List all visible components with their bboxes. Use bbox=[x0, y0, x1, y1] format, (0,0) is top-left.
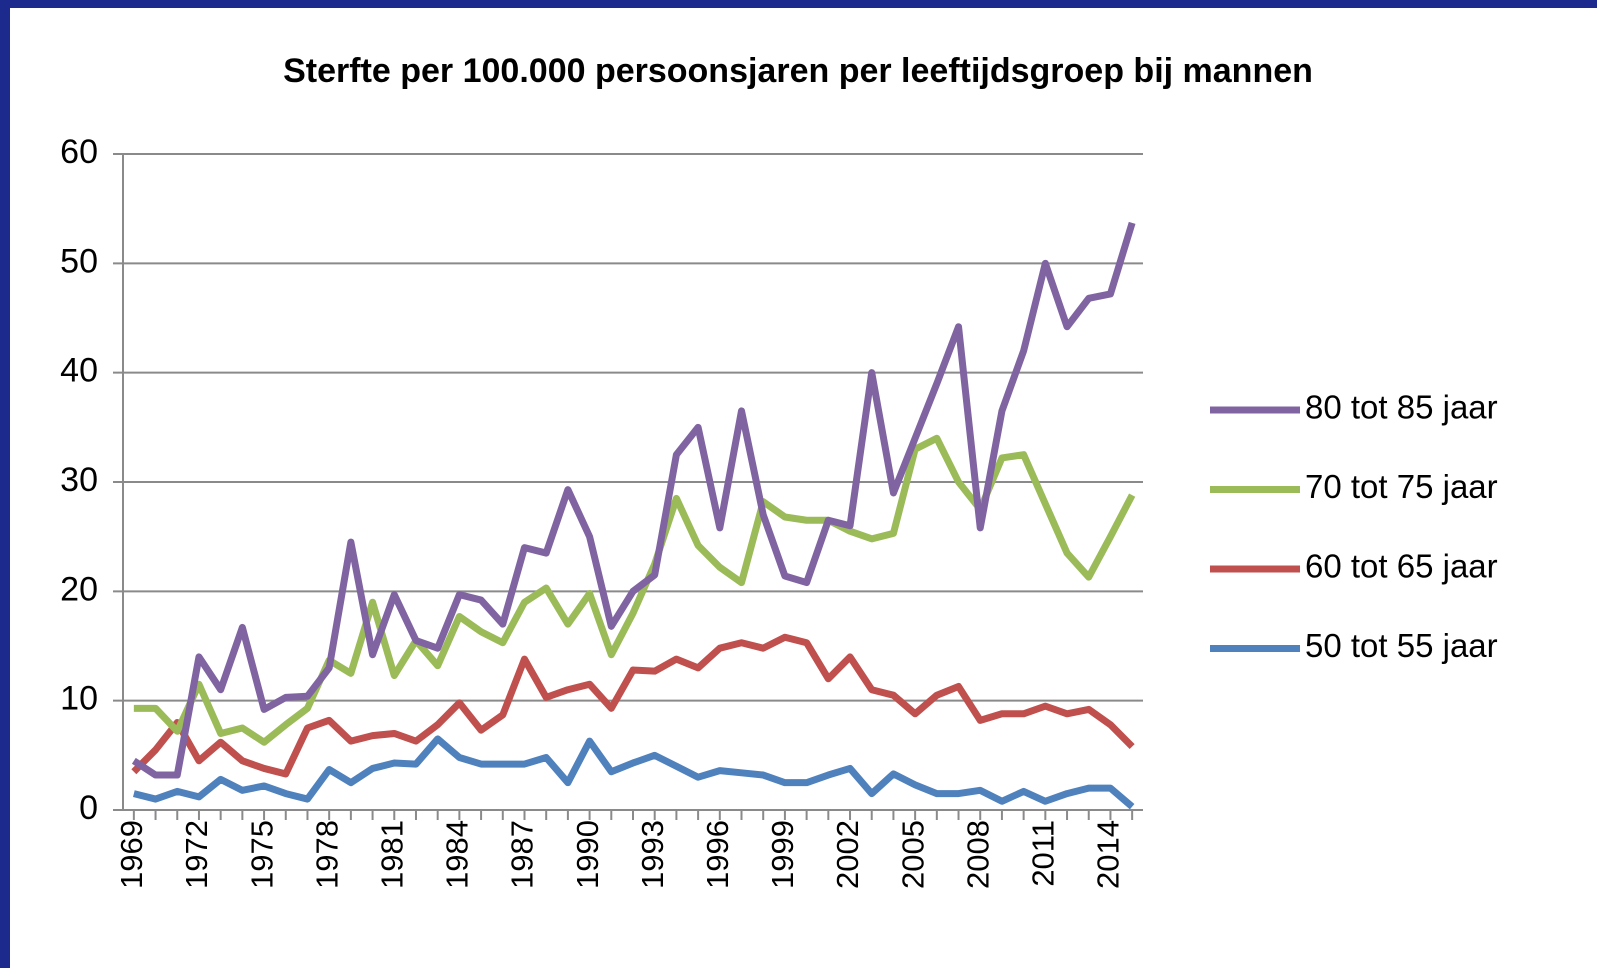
x-tick-label: 1984 bbox=[440, 820, 475, 889]
x-tick-label: 1972 bbox=[179, 820, 214, 889]
y-tick-label: 60 bbox=[60, 133, 98, 171]
x-tick-label: 1969 bbox=[114, 820, 149, 889]
data-line bbox=[131, 633, 1135, 778]
x-tick-label: 2011 bbox=[1026, 820, 1061, 887]
x-tick-label: 2005 bbox=[895, 820, 930, 889]
x-tick-label: 1993 bbox=[635, 820, 670, 889]
x-tick-label: 1996 bbox=[700, 820, 735, 889]
y-tick-label: 30 bbox=[60, 461, 98, 499]
x-tick-label: 1987 bbox=[505, 820, 540, 889]
x-tick-label: 2014 bbox=[1091, 820, 1126, 889]
y-tick-label: 40 bbox=[60, 352, 98, 390]
y-tick-label: 0 bbox=[79, 789, 98, 827]
legend-label: 70 tot 75 jaar bbox=[1305, 468, 1498, 505]
data-line bbox=[131, 221, 1136, 779]
x-tick-label: 1981 bbox=[374, 820, 409, 889]
data-line bbox=[133, 434, 1136, 746]
legend-label: 60 tot 65 jaar bbox=[1305, 548, 1498, 585]
y-tick-label: 50 bbox=[60, 242, 98, 280]
y-tick-label: 10 bbox=[60, 680, 98, 718]
x-tick-label: 1990 bbox=[570, 820, 605, 889]
chart-background bbox=[10, 8, 1597, 968]
x-tick-label: 2002 bbox=[830, 820, 865, 889]
x-tick-label: 1999 bbox=[765, 820, 800, 889]
legend-label: 50 tot 55 jaar bbox=[1305, 627, 1498, 664]
legend-label: 80 tot 85 jaar bbox=[1305, 389, 1498, 426]
y-tick-label: 20 bbox=[60, 570, 98, 608]
data-line bbox=[132, 735, 1135, 810]
x-tick-label: 1978 bbox=[309, 820, 344, 889]
x-tick-label: 1975 bbox=[244, 820, 279, 889]
x-tick-label: 2008 bbox=[960, 820, 995, 889]
chart-title: Sterfte per 100.000 persoonsjaren per le… bbox=[283, 52, 1313, 90]
